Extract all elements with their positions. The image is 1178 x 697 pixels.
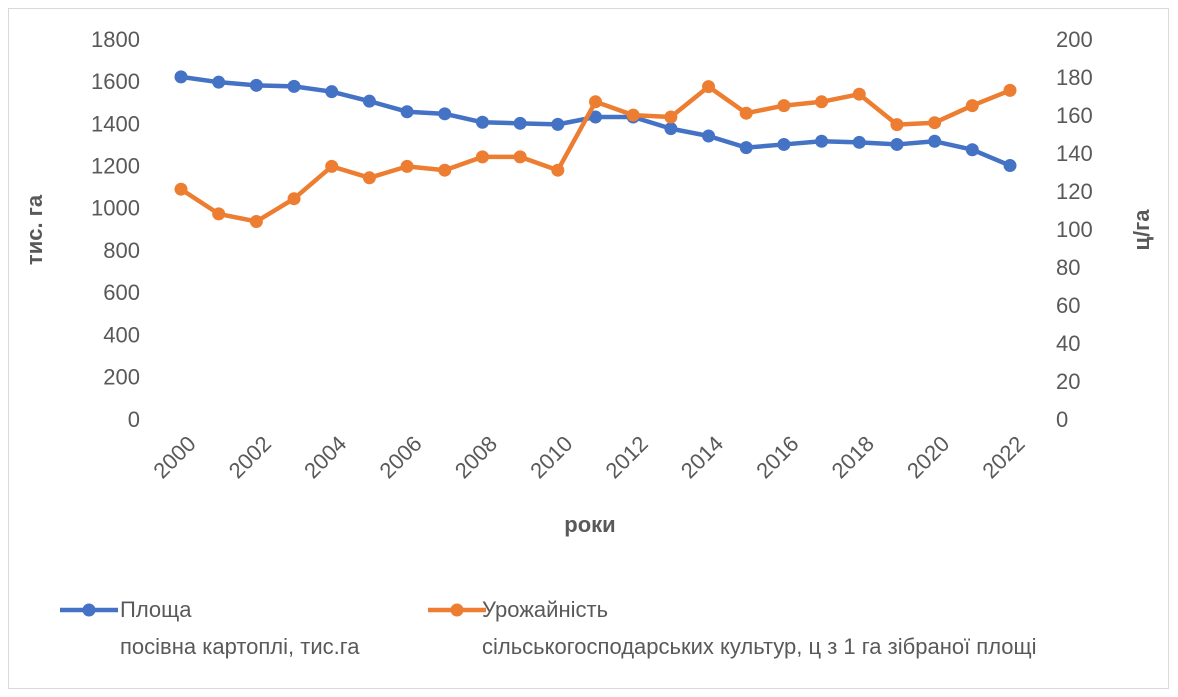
- x-tick-label: 2004: [299, 431, 351, 483]
- data-point: [965, 99, 979, 113]
- x-tick-label: 2010: [525, 431, 577, 483]
- data-point: [249, 215, 263, 228]
- x-tick-label: 2022: [977, 431, 1029, 483]
- data-point: [664, 110, 678, 124]
- data-point: [475, 150, 489, 164]
- data-point: [513, 116, 527, 130]
- x-tick-label: 2018: [827, 431, 879, 483]
- y-tick-label: 1000: [91, 196, 140, 221]
- y2-tick-label: 40: [1056, 331, 1080, 356]
- data-point: [702, 80, 716, 94]
- data-point: [287, 192, 301, 206]
- y2-tick-label: 20: [1056, 369, 1080, 394]
- data-point: [965, 143, 979, 157]
- data-point: [589, 110, 602, 124]
- data-point: [928, 116, 942, 130]
- y-tick-label: 1800: [91, 27, 140, 52]
- data-point: [325, 159, 339, 173]
- data-point: [852, 135, 866, 149]
- y-tick-label: 0: [128, 407, 140, 432]
- data-point: [777, 99, 791, 113]
- x-tick-label: 2002: [224, 431, 276, 483]
- data-point: [475, 115, 489, 129]
- data-point: [777, 137, 791, 151]
- legend-marker: [450, 603, 464, 617]
- y2-tick-label: 160: [1056, 103, 1093, 128]
- x-tick-label: 2014: [676, 431, 728, 483]
- data-point: [890, 137, 904, 151]
- data-point: [438, 107, 452, 121]
- y2-axis-title: ц/га: [1129, 209, 1154, 251]
- data-point: [551, 117, 565, 131]
- x-tick-label: 2008: [450, 431, 502, 483]
- data-point: [438, 163, 452, 177]
- y-tick-label: 600: [103, 280, 140, 305]
- y2-tick-label: 60: [1056, 293, 1080, 318]
- y-axis-title: тис. га: [22, 194, 47, 265]
- data-point: [815, 95, 829, 109]
- data-point: [739, 106, 753, 120]
- y2-tick-label: 100: [1056, 217, 1093, 242]
- data-point: [174, 70, 188, 84]
- y-tick-label: 200: [103, 365, 140, 390]
- y2-tick-label: 80: [1056, 255, 1080, 280]
- y-tick-label: 800: [103, 238, 140, 263]
- data-point: [1003, 159, 1017, 173]
- legend-label: Площа посівна картоплі, тис.га: [120, 597, 360, 659]
- data-point: [551, 163, 565, 177]
- data-point: [400, 159, 414, 173]
- data-point: [739, 141, 753, 155]
- y2-tick-label: 0: [1056, 407, 1068, 432]
- data-point: [212, 75, 226, 89]
- y2-tick-label: 180: [1056, 65, 1093, 90]
- y-tick-label: 1600: [91, 69, 140, 94]
- data-point: [664, 122, 678, 136]
- y2-tick-label: 140: [1056, 141, 1093, 166]
- y-tick-label: 1400: [91, 111, 140, 136]
- data-point: [513, 150, 527, 164]
- legend-label: Урожайність сільськогосподарських культу…: [482, 597, 1037, 659]
- data-point: [589, 95, 602, 109]
- x-tick-label: 2012: [601, 431, 653, 483]
- data-point: [362, 171, 376, 185]
- data-point: [287, 79, 301, 93]
- x-tick-label: 2006: [374, 431, 426, 483]
- y-tick-label: 400: [103, 322, 140, 347]
- data-point: [325, 85, 339, 99]
- data-point: [249, 78, 263, 92]
- x-tick-label: 2020: [902, 431, 954, 483]
- y-tick-label: 1200: [91, 153, 140, 178]
- data-point: [928, 134, 942, 148]
- legend-marker: [82, 603, 96, 617]
- data-point: [212, 207, 226, 221]
- data-point: [362, 94, 376, 108]
- data-point: [174, 182, 188, 196]
- chart-border: [8, 8, 1169, 689]
- data-point: [626, 108, 640, 122]
- x-tick-label: 2016: [751, 431, 803, 483]
- x-tick-label: 2000: [148, 431, 200, 483]
- data-point: [852, 87, 866, 101]
- y2-tick-label: 200: [1056, 27, 1093, 52]
- data-point: [702, 129, 716, 143]
- data-point: [815, 134, 829, 148]
- data-point: [400, 105, 414, 119]
- y2-tick-label: 120: [1056, 179, 1093, 204]
- data-point: [890, 118, 904, 132]
- data-point: [1003, 83, 1017, 97]
- x-axis-title: роки: [564, 512, 615, 537]
